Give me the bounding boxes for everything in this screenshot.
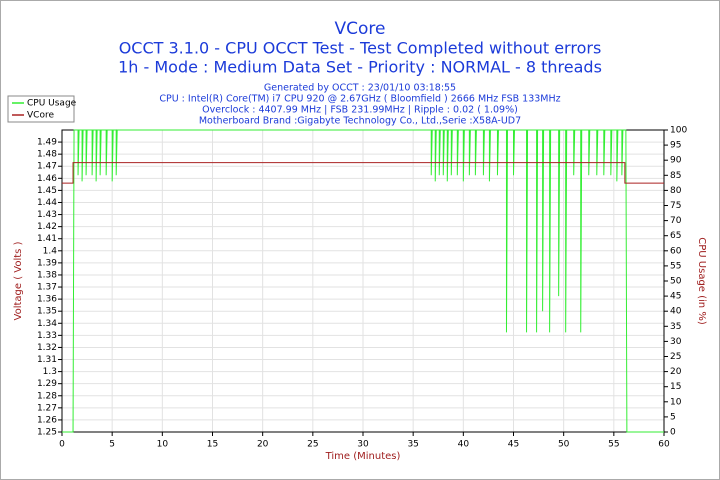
y-tick-label: 1.34 [37,319,57,329]
x-tick-label: 35 [407,440,418,450]
x-tick-label: 20 [257,440,269,450]
legend-box [7,95,75,123]
chart-title: VCore [335,19,386,39]
info-line: Overclock : 4407.99 MHz | FSB 231.99MHz … [202,105,518,116]
y-axis-label: Voltage ( Volts ) [13,241,24,320]
x-tick-label: 45 [508,440,519,450]
x-tick-label: 5 [109,440,115,450]
x-tick-label: 55 [608,440,619,450]
chart-subtitle: 1h - Mode : Medium Data Set - Priority :… [118,58,602,77]
info-line: CPU : Intel(R) Core(TM) i7 CPU 920 @ 2.6… [159,94,560,105]
info-line: Generated by OCCT : 23/01/10 03:18:55 [264,83,456,94]
y-tick-label: 1.31 [37,355,57,365]
x-axis-label: Time (Minutes) [325,451,401,462]
x-tick-label: 10 [157,440,169,450]
y2-tick-label: 25 [670,352,681,362]
x-tick-label: 50 [558,440,570,450]
y-tick-label: 1.48 [37,150,57,160]
y-tick-label: 1.27 [37,403,57,413]
y-tick-label: 1.26 [37,415,57,425]
x-tick-label: 25 [307,440,318,450]
y2-tick-label: 85 [670,171,681,181]
legend-label: VCore [27,111,54,121]
y2-tick-label: 65 [670,231,681,241]
y2-tick-label: 60 [670,246,682,256]
y-tick-label: 1.28 [37,391,57,401]
x-tick-label: 0 [59,440,65,450]
series-line [62,129,664,433]
x-tick-label: 60 [658,440,670,450]
chart-subtitle: OCCT 3.1.0 - CPU OCCT Test - Test Comple… [119,39,602,58]
y2-tick-label: 10 [670,397,682,407]
y2-tick-label: 100 [670,126,687,136]
y-tick-label: 1.33 [37,331,57,341]
y-tick-label: 1.46 [37,174,57,184]
y2-tick-label: 95 [670,141,681,151]
legend-label: CPU Usage [27,99,77,109]
x-tick-label: 40 [458,440,470,450]
y-tick-label: 1.44 [37,198,57,208]
y2-axis-label: CPU Usage (in %) [696,237,707,325]
y-tick-label: 1.47 [37,162,57,172]
y2-tick-label: 90 [670,156,682,166]
y-tick-label: 1.41 [37,234,57,244]
y2-tick-label: 50 [670,277,682,287]
y-tick-label: 1.43 [37,210,57,220]
x-tick-label: 30 [357,440,369,450]
y-tick-label: 1.29 [37,379,57,389]
y-tick-label: 1.42 [37,222,57,232]
y2-tick-label: 5 [670,412,676,422]
y2-tick-label: 75 [670,201,681,211]
y-tick-label: 1.36 [37,295,57,305]
y2-tick-label: 0 [670,428,676,438]
y2-tick-label: 35 [670,322,681,332]
y-tick-label: 1.4 [43,246,58,256]
y-tick-label: 1.25 [37,428,57,438]
x-tick-label: 15 [207,440,218,450]
y-tick-label: 1.37 [37,283,57,293]
y2-tick-label: 20 [670,367,682,377]
y-tick-label: 1.38 [37,270,57,280]
y-tick-label: 1.3 [43,367,57,377]
series-line [62,162,664,184]
y-tick-label: 1.39 [37,258,57,268]
info-line: Motherboard Brand :Gigabyte Technology C… [199,116,521,127]
y-tick-label: 1.35 [37,307,57,317]
y2-tick-label: 55 [670,261,681,271]
y-tick-label: 1.32 [37,343,57,353]
y2-tick-label: 15 [670,382,681,392]
y-tick-label: 1.45 [37,186,57,196]
y2-tick-label: 70 [670,216,682,226]
y-tick-label: 1.49 [37,138,57,148]
y2-tick-label: 40 [670,307,682,317]
y2-tick-label: 80 [670,186,682,196]
y2-tick-label: 30 [670,337,682,347]
y2-tick-label: 45 [670,292,681,302]
